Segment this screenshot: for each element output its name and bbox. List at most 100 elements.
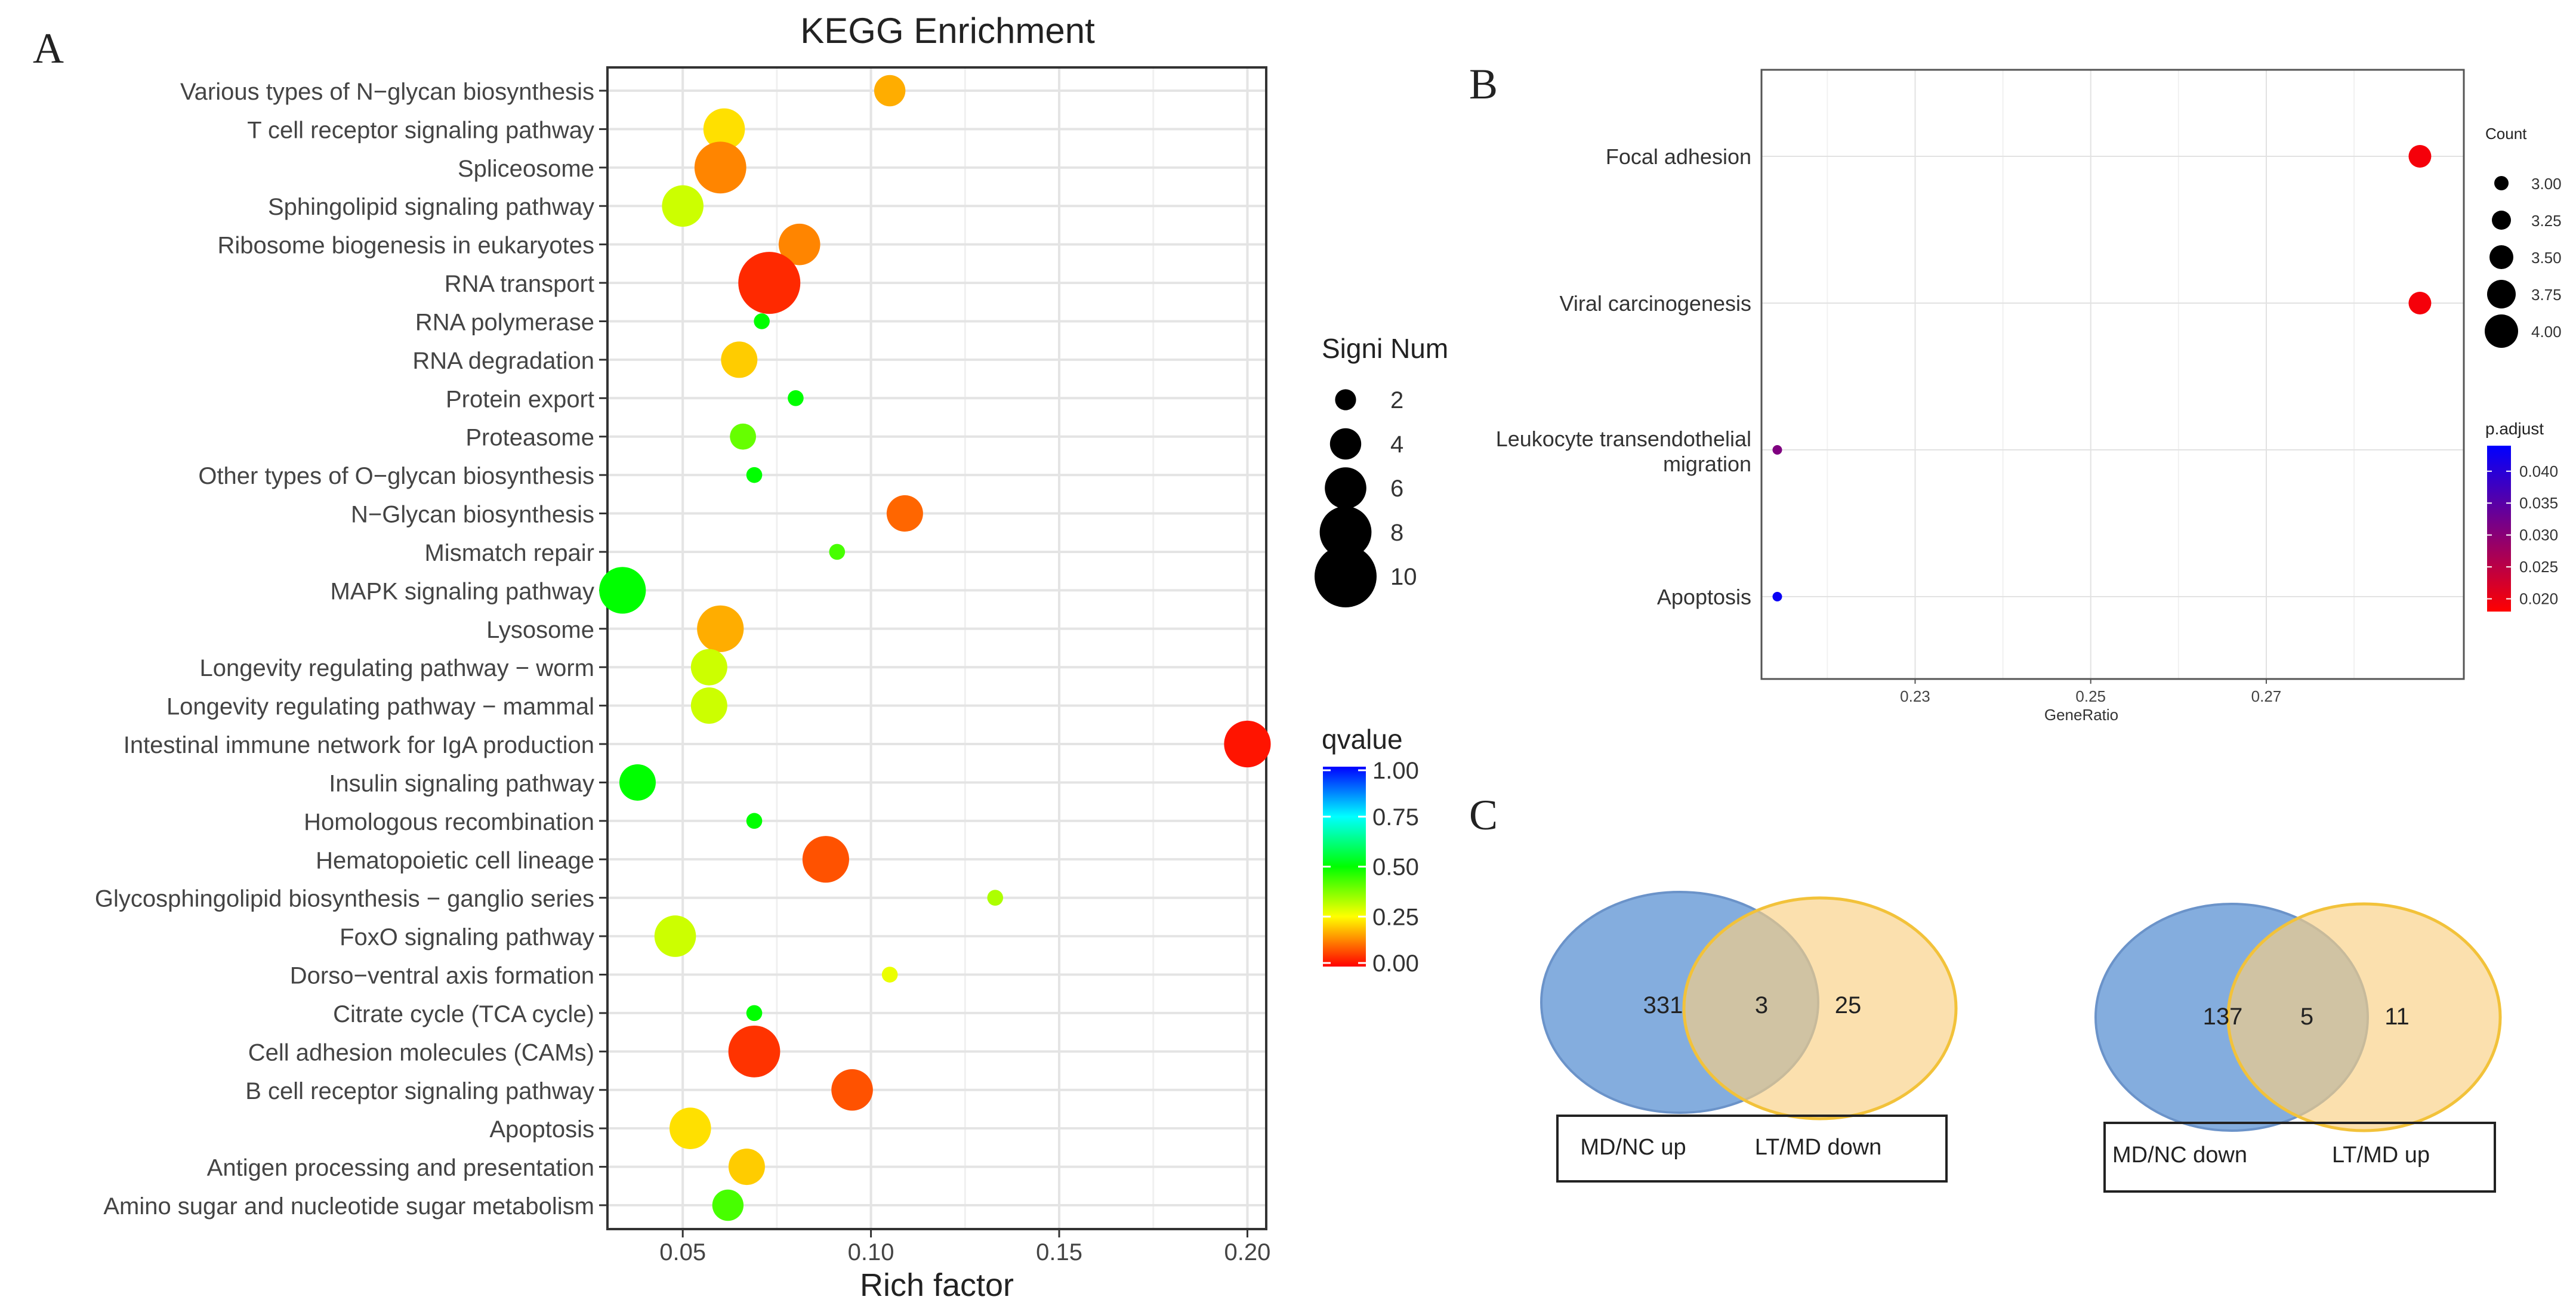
venn-1-left-only-count: 331 [1643,992,1683,1018]
panel-a-plot-background [607,67,1266,1229]
panel-a-point [654,915,696,957]
panel-a-x-ticks: 0.05 0.10 0.15 0.20 [659,1229,1270,1265]
panel-b-color-legend-title: p.adjust [2485,419,2544,438]
panel-a-category-label: RNA polymerase [415,309,594,335]
panel-a-point [802,836,849,883]
panel-a-size-legend-label: 10 [1390,564,1417,590]
panel-b-category-label-line: Viral carcinogenesis [1559,291,1751,316]
panel-a-size-legend-dot [1325,467,1366,509]
panel-a-point [886,495,923,532]
panel-a-category-label: Cell adhesion molecules (CAMs) [248,1039,594,1066]
panel-a-category-label: Other types of O−glycan biosynthesis [198,463,594,489]
venn-2-overlap-count: 5 [2300,1004,2313,1030]
panel-a-point [778,223,820,266]
panel-b-size-legend-label: 3.50 [2531,249,2562,267]
panel-b-color-legend-label: 0.020 [2519,590,2558,608]
panel-a-size-legend-dot [1335,389,1356,410]
panel-b-category-label-line: Focal adhesion [1606,144,1751,169]
panel-a-plot-frame [606,66,1267,1230]
panel-a-category-label: Insulin signaling pathway [329,770,594,797]
panel-b-points [1772,145,2432,601]
panel-a-size-legend-dot [1315,545,1377,607]
panel-a-category-label: Antigen processing and presentation [207,1155,594,1181]
panel-a-point [831,1069,873,1111]
panel-a-category-label: Longevity regulating pathway − mammal [166,694,594,720]
panel-b-color-legend-label: 0.035 [2519,494,2558,512]
panel-a-category-label: FoxO signaling pathway [340,924,594,950]
panel-a-category-label: Apoptosis [489,1116,594,1143]
panel-b-category-label-line: Apoptosis [1657,585,1751,609]
panel-a-size-legend: 2 4 6 8 10 [1315,387,1417,607]
panel-c-venn-diagrams: C 331 3 25 MD/NC up LT/MD down 137 5 11 … [1469,791,2502,1193]
panel-a-point [874,75,906,107]
panel-a-point [690,687,727,724]
panel-a-point [754,313,770,329]
panel-a-category-label: RNA transport [445,271,594,297]
panel-a-point [746,467,763,483]
venn-1-overlap-count: 3 [1755,992,1768,1018]
panel-b-category-label: Apoptosis [1657,585,1751,609]
panel-b-gene-ratio: B Focal adhesion Viral carcinogenesis Leuk… [1469,60,2562,724]
panel-b-size-legend-dot [2492,211,2511,230]
panel-c-label: C [1469,791,1498,839]
panel-a-category-label: Glycosphingolipid biosynthesis − ganglio… [95,886,594,912]
panel-a-category-label: N−Glycan biosynthesis [351,502,594,528]
panel-b-category-label-line: Leukocyte transendothelial [1496,427,1751,451]
panel-b-color-bar [2487,446,2511,612]
panel-a-point [881,967,898,983]
panel-a-point [669,1107,711,1149]
panel-a-category-label: Intestinal immune network for IgA produc… [124,732,594,758]
panel-b-category-label: Leukocyte transendothelial migration [1496,427,1751,476]
venn-2-right-only-count: 11 [2384,1004,2410,1030]
panel-b-size-legend-dot [2487,280,2516,308]
panel-b-x-tick-label: 0.25 [2075,687,2106,705]
panel-b-size-legend-dot [2494,176,2509,190]
venn-2-right-label: LT/MD up [2332,1143,2430,1168]
panel-a-category-label: Protein export [446,386,594,412]
venn-diagram-1: 331 3 25 MD/NC up LT/MD down [1540,891,1958,1183]
panel-a-category-label: Proteasome [465,425,594,451]
panel-a-point [599,567,646,614]
panel-b-size-legend-title: Count [2485,125,2527,143]
venn-1-right-label: LT/MD down [1755,1135,1882,1160]
panel-a-category-label: T cell receptor signaling pathway [247,117,594,143]
panel-a-category-label: Amino sugar and nucleotide sugar metabol… [103,1193,594,1220]
panel-a-category-label: Citrate cycle (TCA cycle) [333,1001,594,1027]
panel-a-point [746,813,763,829]
panel-a-color-legend-label: 0.00 [1372,950,1419,977]
venn-2-left-label: MD/NC down [2112,1143,2247,1168]
panel-a-category-labels: Various types of N−glycan biosynthesis T … [95,79,594,1220]
panel-b-size-legend-label: 3.00 [2531,175,2562,193]
panel-a-category-label: Lysosome [486,617,594,643]
panel-b-size-legend-label: 4.00 [2531,323,2562,341]
panel-b-category-label: Viral carcinogenesis [1559,291,1751,316]
panel-a-title: KEGG Enrichment [800,11,1095,51]
panel-a-category-label: Various types of N−glycan biosynthesis [180,79,594,105]
panel-a-size-legend-dot [1319,506,1372,558]
panel-b-size-legend-dot [2489,245,2513,269]
panel-b-label: B [1469,60,1498,108]
panel-a-category-label: Homologous recombination [304,809,594,835]
panel-b-size-legend-dot [2485,314,2518,348]
panel-b-size-legend-label: 3.75 [2531,286,2562,304]
panel-b-point [2408,292,2432,314]
panel-a-point [721,341,758,378]
panel-a-category-label: Spliceosome [458,156,594,182]
panel-a-point [1224,720,1271,768]
panel-a-size-legend-label: 4 [1390,431,1403,458]
panel-b-x-tick-label: 0.27 [2251,687,2282,705]
panel-b-x-tick-label: 0.23 [1900,687,1930,705]
panel-a-x-tick-label: 0.05 [659,1239,706,1265]
panel-a-point [694,141,746,194]
panel-b-category-labels: Focal adhesion Viral carcinogenesis Leukoc… [1496,144,1751,609]
panel-a-size-legend-label: 2 [1390,387,1403,413]
panel-a-point [703,108,745,150]
panel-a-point [697,605,744,652]
panel-a-category-label: RNA degradation [412,348,594,374]
panel-a-point [987,890,1004,906]
panel-a-color-legend-label: 0.50 [1372,854,1419,881]
panel-a-point [829,544,846,560]
panel-a-point [712,1189,744,1221]
panel-a-x-tick-label: 0.15 [1036,1239,1082,1265]
panel-a-size-legend-dot [1329,428,1362,460]
